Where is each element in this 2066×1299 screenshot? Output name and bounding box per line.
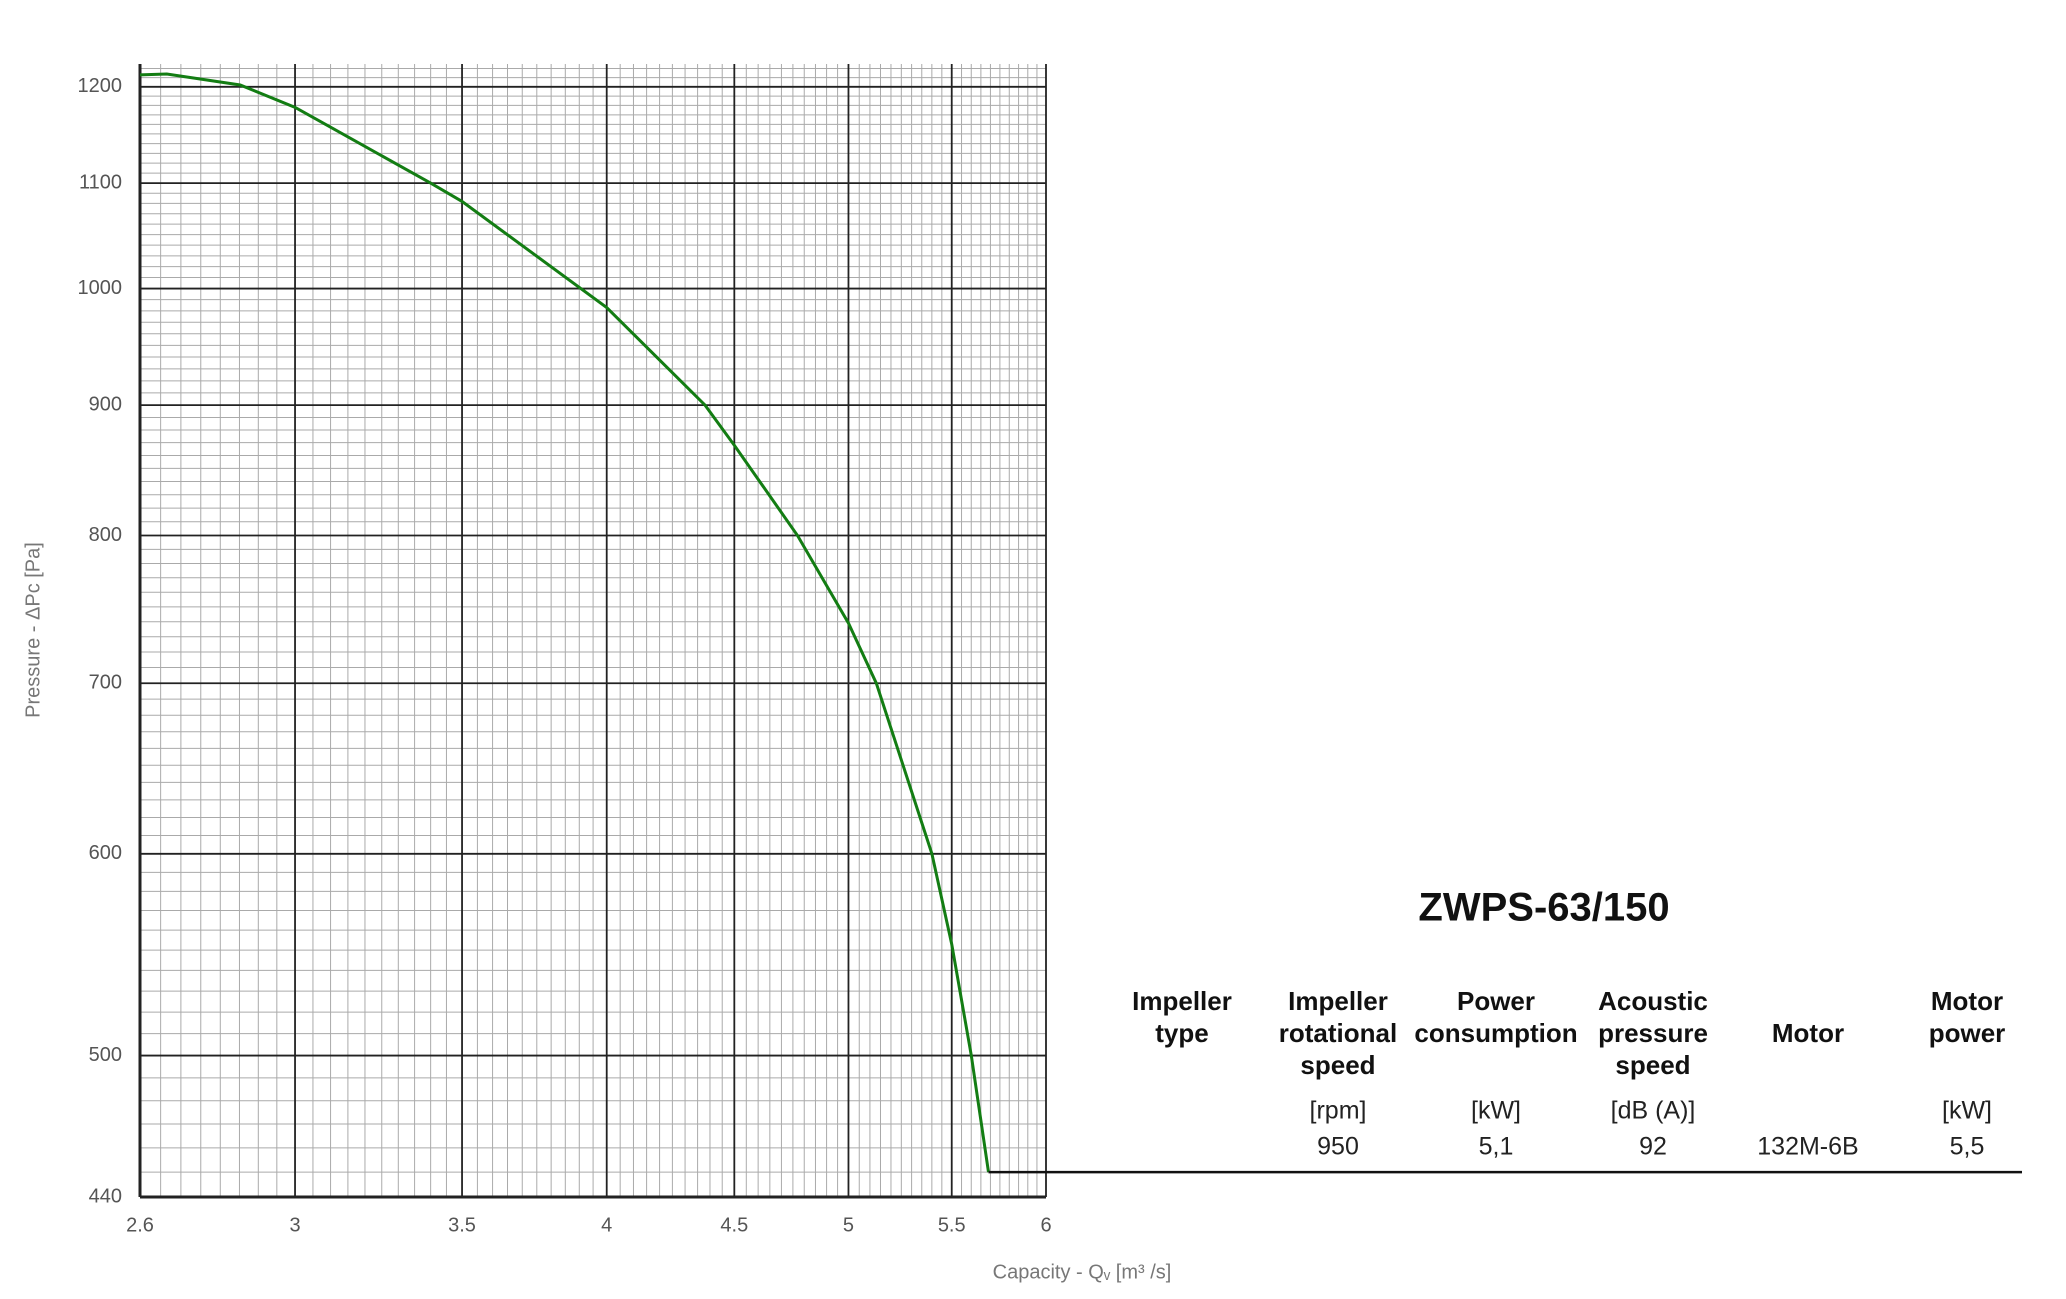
x-tick-label: 4.5 [720, 1214, 748, 1236]
x-tick-label: 5.5 [938, 1214, 966, 1236]
y-axis-label: Pressure - ΔPc [Pa] [22, 542, 44, 718]
column-header: pressure [1598, 1018, 1708, 1048]
x-tick-label: 6 [1040, 1214, 1051, 1236]
cell: 5,5 [1950, 1133, 1985, 1161]
y-tick-label: 500 [89, 1044, 122, 1066]
column-header: Impeller [1132, 986, 1232, 1016]
y-tick-label: 1200 [78, 75, 123, 97]
unit: [rpm] [1310, 1097, 1367, 1125]
y-tick-label: 1100 [79, 171, 122, 193]
column-header: Power [1457, 986, 1535, 1016]
column-header: power [1929, 1018, 2006, 1048]
grid [139, 64, 1047, 1198]
x-tick-label: 4 [601, 1214, 612, 1236]
column-header: Impeller [1288, 986, 1388, 1016]
y-tick-label: 800 [89, 524, 122, 546]
column-header: rotational [1279, 1018, 1397, 1048]
column-header: consumption [1414, 1018, 1577, 1048]
column-header: speed [1300, 1050, 1375, 1080]
y-tick-label: 700 [89, 672, 122, 694]
column-header: Motor [1931, 986, 2003, 1016]
cell: 132M-6B [1757, 1133, 1858, 1161]
column-header: speed [1615, 1050, 1690, 1080]
unit: [dB (A)] [1611, 1097, 1696, 1125]
unit: [kW] [1471, 1097, 1521, 1125]
y-tick-label: 600 [89, 842, 122, 864]
y-tick-label: 900 [89, 393, 122, 415]
pressure-curve [139, 72, 990, 1173]
unit: [kW] [1942, 1097, 1992, 1125]
x-axis-label: Capacity - Qᵥ [m³ /s] [993, 1261, 1172, 1283]
y-tick-label: 1000 [78, 277, 123, 299]
x-tick-label: 3 [289, 1214, 300, 1236]
cell: 92 [1639, 1133, 1667, 1161]
cell: 5,1 [1479, 1133, 1514, 1161]
column-header: type [1155, 1018, 1208, 1048]
cell: 950 [1317, 1133, 1359, 1161]
column-header: Motor [1772, 1018, 1844, 1048]
x-tick-label: 5 [843, 1214, 854, 1236]
column-header: Acoustic [1598, 986, 1708, 1016]
x-tick-label: 2.6 [126, 1214, 154, 1236]
y-tick-label: 440 [89, 1185, 122, 1207]
x-tick-label: 3.5 [448, 1214, 476, 1236]
table-title: ZWPS-63/150 [1418, 886, 1669, 930]
